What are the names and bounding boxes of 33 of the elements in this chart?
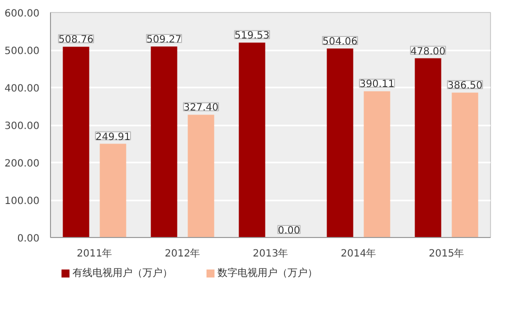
bar bbox=[62, 46, 90, 238]
y-tick-label: 400.00 bbox=[4, 84, 40, 94]
bar bbox=[326, 48, 354, 238]
x-tick-label: 2012年 bbox=[164, 248, 200, 260]
text: 390.11 bbox=[359, 79, 394, 90]
text: 327.40 bbox=[183, 102, 218, 114]
x-tick-label: 2015年 bbox=[428, 248, 464, 260]
y-tick-label: 300.00 bbox=[4, 121, 40, 132]
text: 249.91 bbox=[95, 132, 130, 143]
bar bbox=[238, 42, 266, 238]
bar bbox=[364, 91, 390, 238]
text: 0.00 bbox=[278, 226, 300, 236]
legend-label: 数字电视用户（万户） bbox=[218, 267, 318, 279]
y-tick-label: 500.00 bbox=[4, 46, 40, 57]
bar bbox=[150, 46, 178, 238]
x-tick-label: 2014年 bbox=[340, 248, 376, 260]
text: 504.06 bbox=[322, 36, 358, 48]
text: 509.27 bbox=[146, 34, 182, 46]
x-tick-label: 2013年 bbox=[252, 248, 288, 260]
text: 519.53 bbox=[234, 30, 270, 42]
y-tick-label: 200.00 bbox=[4, 158, 40, 170]
bar bbox=[452, 92, 478, 238]
y-tick-label: 600.00 bbox=[4, 8, 40, 20]
text: 386.50 bbox=[447, 80, 482, 92]
text: 508.76 bbox=[58, 34, 94, 46]
bar bbox=[100, 144, 126, 238]
x-tick-label: 2011年 bbox=[76, 248, 112, 260]
legend-label: 有线电视用户（万户） bbox=[72, 267, 172, 279]
bar bbox=[188, 114, 214, 238]
text: 478.00 bbox=[410, 46, 446, 58]
y-tick-label: 100.00 bbox=[4, 196, 40, 207]
bar bbox=[414, 58, 442, 238]
y-tick-label: 0.00 bbox=[17, 234, 40, 244]
